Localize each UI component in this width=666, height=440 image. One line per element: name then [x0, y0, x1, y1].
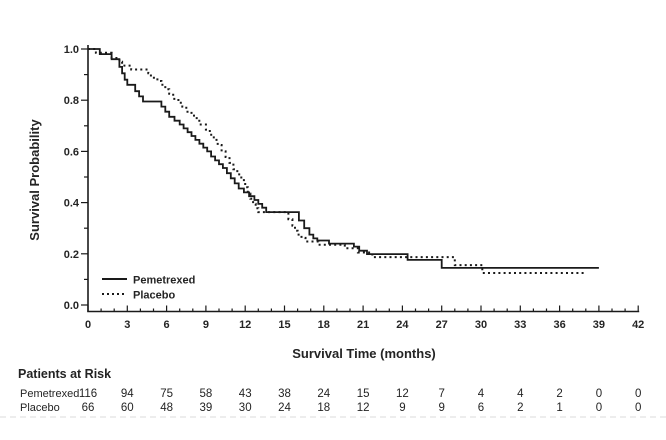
- y-tick-label: 0.0: [64, 300, 79, 312]
- x-tick-label: 21: [357, 319, 369, 331]
- x-tick-label: 15: [278, 319, 290, 331]
- risk-value: 60: [121, 402, 134, 414]
- risk-value: 30: [239, 402, 252, 414]
- x-tick-label: 30: [475, 319, 487, 331]
- x-axis-title: Survival Time (months): [292, 346, 436, 361]
- y-tick-label: 0.6: [64, 146, 79, 158]
- x-tick-label: 0: [85, 319, 91, 331]
- risk-value: 15: [357, 388, 370, 400]
- risk-value: 4: [517, 388, 524, 400]
- x-tick-label: 6: [164, 319, 170, 331]
- x-tick-label: 36: [553, 319, 565, 331]
- risk-value: 0: [635, 402, 641, 414]
- legend: Pemetrexed Placebo: [102, 275, 195, 302]
- risk-value: 12: [396, 388, 409, 400]
- x-tick-label: 33: [514, 319, 526, 331]
- risk-value: 18: [317, 402, 330, 414]
- patients-at-risk-title: Patients at Risk: [18, 367, 111, 381]
- risk-row-label-pemetrexed: Pemetrexed: [20, 388, 79, 400]
- risk-value: 48: [160, 402, 173, 414]
- x-tick-label: 24: [396, 319, 409, 331]
- risk-value: 58: [200, 388, 213, 400]
- risk-value: 94: [121, 388, 134, 400]
- risk-value: 6: [478, 402, 484, 414]
- x-tick-label: 27: [436, 319, 448, 331]
- legend-label-pemetrexed: Pemetrexed: [133, 275, 195, 287]
- risk-value: 9: [399, 402, 405, 414]
- survival-curve-pemetrexed: [88, 48, 599, 269]
- risk-value: 7: [438, 388, 444, 400]
- risk-row-label-placebo: Placebo: [20, 402, 60, 414]
- risk-value: 38: [278, 388, 291, 400]
- x-tick-label: 42: [632, 319, 644, 331]
- x-tick-label: 3: [124, 319, 130, 331]
- x-tick-label: 18: [318, 319, 330, 331]
- risk-value: 4: [478, 388, 485, 400]
- risk-value: 0: [596, 402, 602, 414]
- y-tick-label: 0.4: [64, 198, 80, 210]
- risk-value: 39: [200, 402, 213, 414]
- risk-value: 2: [517, 402, 523, 414]
- x-tick-label: 9: [203, 319, 209, 331]
- risk-value: 12: [357, 402, 370, 414]
- survival-curves: [88, 48, 599, 274]
- risk-value: 0: [596, 388, 602, 400]
- risk-value: 24: [317, 388, 330, 400]
- x-tick-label: 12: [239, 319, 251, 331]
- y-tick-label: 0.2: [64, 249, 79, 261]
- risk-value: 24: [278, 402, 291, 414]
- survival-curve-placebo: [88, 48, 586, 274]
- risk-row-values: 116 94 75 58 43 38 24 15 12 7 4 4 2 0 066 60 48 39 30 24 18 1…: [79, 388, 642, 414]
- patients-at-risk-table: Patients at Risk Pemetrexed Placebo 116 9…: [18, 367, 641, 414]
- y-axis-title: Survival Probability: [27, 119, 42, 241]
- y-tick-label: 1.0: [64, 44, 79, 56]
- risk-value: 116: [79, 388, 97, 400]
- risk-value: 75: [160, 388, 173, 400]
- risk-value: 9: [438, 402, 444, 414]
- y-tick-labels: 0.0 0.2 0.4 0.6 0.8 1.0: [64, 44, 80, 312]
- risk-value: 2: [556, 388, 562, 400]
- risk-value: 66: [82, 402, 95, 414]
- axes: [81, 45, 640, 313]
- risk-value: 1: [556, 402, 562, 414]
- y-tick-label: 0.8: [64, 95, 79, 107]
- x-tick-label: 39: [593, 319, 605, 331]
- risk-value: 43: [239, 388, 252, 400]
- risk-value: 0: [635, 388, 641, 400]
- x-tick-labels: 0 3 6 9 12 15 18 21 24 27 30 33 36 39 42: [85, 319, 644, 331]
- legend-label-placebo: Placebo: [133, 290, 175, 302]
